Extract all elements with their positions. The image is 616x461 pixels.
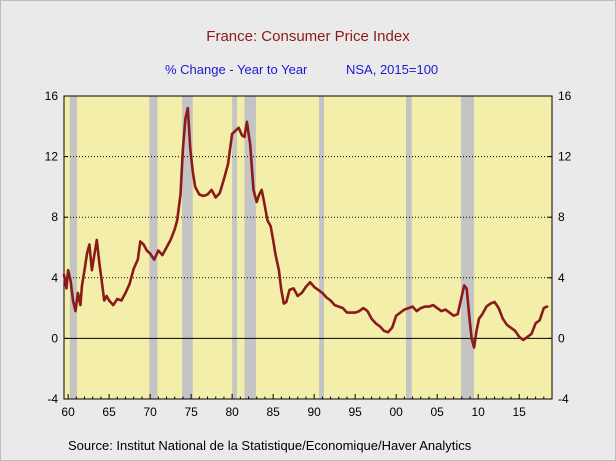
recession-band [69,96,78,399]
y-tick-label-right: 12 [558,150,572,164]
x-tick-label: 65 [102,405,116,419]
x-tick-label: 95 [348,405,362,419]
y-tick-label-right: 16 [558,89,572,103]
chart-subtitle-measure: % Change - Year to Year [165,62,308,77]
y-tick-label-left: 0 [51,331,58,345]
y-tick-label-left: 4 [51,271,58,285]
x-tick-label: 75 [184,405,198,419]
x-tick-label: 90 [307,405,321,419]
recession-band [406,96,412,399]
x-tick-label: 15 [513,405,527,419]
y-tick-label-left: 12 [45,150,59,164]
y-tick-label-right: 4 [558,271,565,285]
recession-band [182,96,193,399]
y-tick-label-right: -4 [558,392,569,406]
y-tick-label-left: 16 [45,89,59,103]
plot-background [64,96,552,399]
recession-band [244,96,256,399]
y-tick-label-right: 8 [558,210,565,224]
x-tick-label: 70 [143,405,157,419]
chart-title: France: Consumer Price Index [206,28,410,45]
y-tick-label-left: 8 [51,210,58,224]
x-tick-label: 60 [61,405,75,419]
recession-band [319,96,324,399]
plot-frame [63,95,553,400]
x-tick-label: 10 [472,405,486,419]
recession-band [232,96,238,399]
x-tick-label: 00 [389,405,403,419]
x-tick-label: 05 [430,405,444,419]
y-tick-label-right: 0 [558,331,565,345]
x-tick-label: 85 [266,405,280,419]
source-note: Source: Institut National de la Statisti… [68,438,472,453]
y-tick-label-left: -4 [47,392,58,406]
chart-subtitle-basis: NSA, 2015=100 [346,62,439,77]
recession-band [149,96,158,399]
x-tick-label: 80 [225,405,239,419]
recession-band [460,96,475,399]
cpi-series-line [62,106,549,349]
